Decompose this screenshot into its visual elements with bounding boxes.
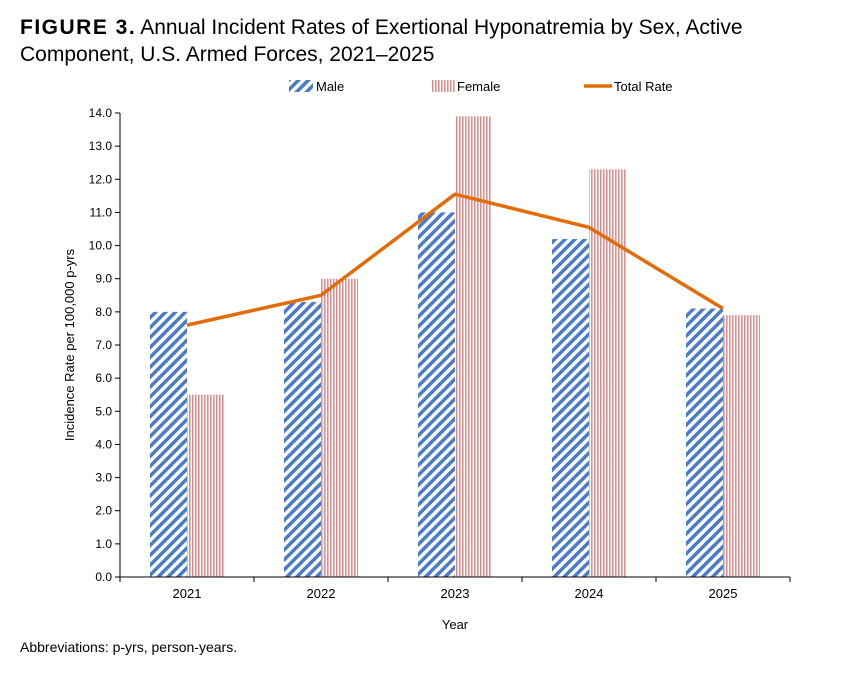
legend-label-total: Total Rate [614, 79, 673, 94]
y-tick-label: 0.0 [95, 570, 112, 584]
bar-male-2023 [418, 212, 455, 577]
y-tick-label: 5.0 [95, 404, 112, 418]
bar-male-2024 [552, 238, 589, 577]
y-tick-label: 4.0 [95, 437, 112, 451]
x-axis-title: Year [442, 617, 469, 632]
figure-title: FIGURE 3. Annual Incident Rates of Exerti… [20, 14, 840, 68]
y-tick-label: 10.0 [89, 239, 113, 253]
bar-male-2025 [686, 308, 723, 577]
legend-label-female: Female [457, 79, 500, 94]
figure-label: FIGURE 3. [20, 16, 137, 39]
x-tick-label: 2023 [441, 586, 470, 601]
legend-label-male: Male [316, 79, 344, 94]
x-tick-label: 2024 [575, 586, 604, 601]
y-tick-label: 11.0 [90, 205, 113, 219]
y-tick-label: 7.0 [95, 338, 112, 352]
chart-legend: Male Female Total Rate [289, 79, 673, 94]
y-axis-title: Incidence Rate per 100,000 p-yrs [62, 248, 77, 441]
x-tick-label: 2022 [307, 586, 336, 601]
legend-swatch-female [431, 80, 455, 92]
legend-swatch-male [289, 80, 313, 92]
bar-male-2022 [284, 301, 321, 577]
y-tick-label: 3.0 [95, 471, 112, 485]
bar-female-2023 [455, 116, 492, 578]
bar-female-2025 [723, 315, 760, 577]
bar-female-2021 [187, 394, 224, 577]
y-tick-label: 8.0 [95, 305, 112, 319]
y-tick-label: 9.0 [95, 272, 112, 286]
y-tick-label: 13.0 [89, 139, 113, 153]
y-tick-label: 1.0 [95, 537, 112, 551]
bar-female-2022 [321, 278, 358, 577]
bar-male-2021 [150, 311, 187, 577]
chart-bars [150, 116, 760, 578]
chart-axes: 0.0 1.0 2.0 3.0 4.0 5.0 6.0 7.0 8.0 9.0 10.0 11.0 12… [62, 106, 791, 632]
y-tick-label: 6.0 [95, 371, 112, 385]
y-tick-label: 2.0 [95, 504, 112, 518]
y-tick-label: 14.0 [89, 106, 113, 120]
x-tick-label: 2021 [173, 586, 202, 601]
figure-title-text: Annual Incident Rates of Exertional Hypo… [20, 16, 743, 66]
chart-total-line [186, 192, 724, 327]
footnote: Abbreviations: p-yrs, person-years. [20, 639, 238, 655]
y-tick-label: 12.0 [89, 172, 113, 186]
x-tick-label: 2025 [709, 586, 738, 601]
